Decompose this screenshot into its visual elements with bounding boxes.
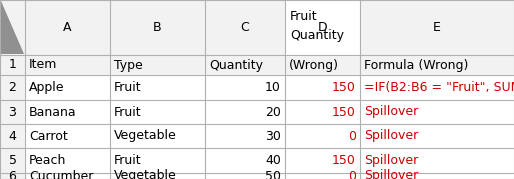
- Text: 20: 20: [265, 105, 281, 118]
- Text: Spillover: Spillover: [364, 170, 418, 179]
- Text: Fruit: Fruit: [114, 154, 142, 167]
- Text: =IF(B2:B6 = "Fruit", SUM(C2:C6), 0): =IF(B2:B6 = "Fruit", SUM(C2:C6), 0): [364, 81, 514, 94]
- Text: 6: 6: [9, 170, 16, 179]
- Text: 0: 0: [348, 170, 356, 179]
- Text: Quantity: Quantity: [290, 29, 344, 42]
- Text: Fruit: Fruit: [114, 105, 142, 118]
- Text: 10: 10: [265, 81, 281, 94]
- Polygon shape: [0, 0, 514, 55]
- Text: Item: Item: [29, 59, 58, 71]
- Text: (Wrong): (Wrong): [289, 59, 339, 71]
- Text: 2: 2: [9, 81, 16, 94]
- Text: 50: 50: [265, 170, 281, 179]
- Polygon shape: [285, 0, 360, 55]
- Text: Type: Type: [114, 59, 143, 71]
- Text: Peach: Peach: [29, 154, 66, 167]
- Text: Carrot: Carrot: [29, 129, 68, 142]
- Text: Vegetable: Vegetable: [114, 129, 177, 142]
- Text: 150: 150: [332, 105, 356, 118]
- Text: Fruit: Fruit: [114, 81, 142, 94]
- Text: D: D: [318, 21, 327, 34]
- Text: Spillover: Spillover: [364, 154, 418, 167]
- Text: 30: 30: [265, 129, 281, 142]
- Polygon shape: [25, 75, 514, 179]
- Text: 1: 1: [9, 59, 16, 71]
- Text: Vegetable: Vegetable: [114, 170, 177, 179]
- Polygon shape: [0, 55, 514, 75]
- Polygon shape: [0, 0, 25, 179]
- Text: Spillover: Spillover: [364, 129, 418, 142]
- Text: Quantity: Quantity: [209, 59, 263, 71]
- Text: E: E: [433, 21, 441, 34]
- Text: Spillover: Spillover: [364, 105, 418, 118]
- Text: Apple: Apple: [29, 81, 64, 94]
- Text: 0: 0: [348, 129, 356, 142]
- Text: Banana: Banana: [29, 105, 77, 118]
- Text: Cucumber: Cucumber: [29, 170, 94, 179]
- Text: 150: 150: [332, 154, 356, 167]
- Text: 5: 5: [9, 154, 16, 167]
- Text: Formula (Wrong): Formula (Wrong): [364, 59, 468, 71]
- Text: B: B: [153, 21, 162, 34]
- Text: Fruit: Fruit: [290, 10, 318, 23]
- Text: C: C: [241, 21, 249, 34]
- Text: 150: 150: [332, 81, 356, 94]
- Text: 40: 40: [265, 154, 281, 167]
- Polygon shape: [1, 1, 24, 54]
- Text: 4: 4: [9, 129, 16, 142]
- Text: A: A: [63, 21, 72, 34]
- Text: 3: 3: [9, 105, 16, 118]
